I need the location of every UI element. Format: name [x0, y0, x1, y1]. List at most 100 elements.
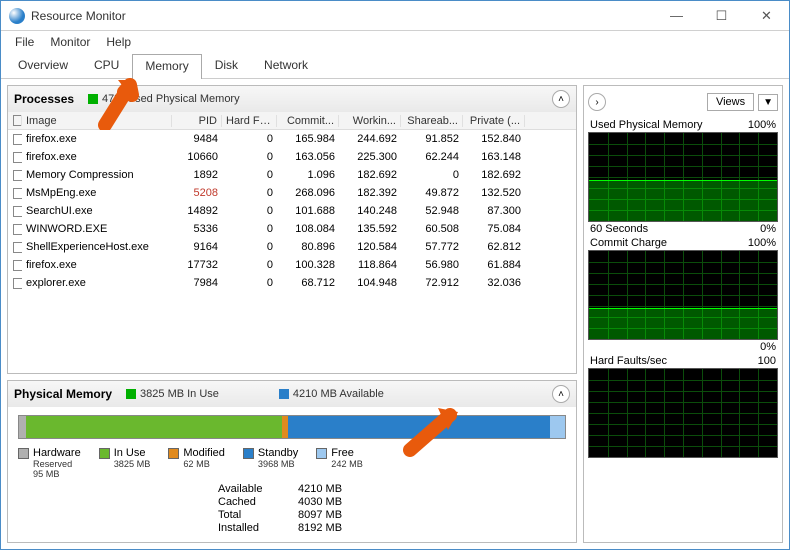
cell-share: 52.948	[401, 205, 463, 217]
chart-title: Used Physical Memory	[590, 119, 702, 131]
summary-value: 4210 MB	[298, 483, 368, 495]
cell-commit: 165.984	[277, 133, 339, 145]
menu-file[interactable]: File	[7, 35, 42, 49]
minimize-button[interactable]: —	[654, 1, 699, 30]
swatch-icon	[99, 448, 110, 459]
table-row[interactable]: firefox.exe 10660 0 163.056 225.300 62.2…	[8, 148, 576, 166]
cell-pid: 14892	[172, 205, 222, 217]
cell-priv: 75.084	[463, 223, 525, 235]
cell-working: 140.248	[339, 205, 401, 217]
cell-hf: 0	[222, 223, 277, 235]
row-checkbox[interactable]	[13, 188, 22, 199]
cell-working: 225.300	[339, 151, 401, 163]
cell-pid: 1892	[172, 169, 222, 181]
swatch-icon	[168, 448, 179, 459]
cell-image: MsMpEng.exe	[22, 187, 172, 199]
row-checkbox[interactable]	[13, 278, 22, 289]
collapse-icon[interactable]: ˄	[552, 385, 570, 403]
row-checkbox[interactable]	[13, 224, 22, 235]
cell-working: 135.592	[339, 223, 401, 235]
swatch-icon	[316, 448, 327, 459]
legend-label: Modified	[183, 447, 225, 459]
select-all-checkbox[interactable]	[13, 115, 22, 126]
table-row[interactable]: SearchUI.exe 14892 0 101.688 140.248 52.…	[8, 202, 576, 220]
table-row[interactable]: Memory Compression 1892 0 1.096 182.692 …	[8, 166, 576, 184]
usage-label: 47% Used Physical Memory	[102, 93, 240, 105]
cell-share: 91.852	[401, 133, 463, 145]
cell-pid: 9484	[172, 133, 222, 145]
bar-segment-free	[550, 416, 565, 438]
physmem-header[interactable]: Physical Memory 3825 MB In Use 4210 MB A…	[8, 381, 576, 407]
summary-value: 4030 MB	[298, 496, 368, 508]
cell-priv: 182.692	[463, 169, 525, 181]
col-working[interactable]: Workin...	[339, 115, 401, 127]
legend-label: Free	[331, 447, 363, 459]
menu-help[interactable]: Help	[98, 35, 139, 49]
swatch-icon	[243, 448, 254, 459]
row-checkbox[interactable]	[13, 152, 22, 163]
col-hardf[interactable]: Hard Fa...	[222, 115, 277, 127]
tab-overview[interactable]: Overview	[5, 53, 81, 78]
legend-label: In Use	[114, 447, 151, 459]
mini-chart: Commit Charge100% 0%	[588, 236, 778, 354]
processes-header[interactable]: Processes 47% Used Physical Memory ˄	[8, 86, 576, 112]
tab-network[interactable]: Network	[251, 53, 321, 78]
cell-priv: 132.520	[463, 187, 525, 199]
views-dropdown-icon[interactable]: ▼	[758, 94, 778, 111]
maximize-button[interactable]: ☐	[699, 1, 744, 30]
row-checkbox[interactable]	[13, 242, 22, 253]
titlebar[interactable]: Resource Monitor — ☐ ✕	[1, 1, 789, 31]
collapse-icon[interactable]: ˄	[552, 90, 570, 108]
cell-priv: 152.840	[463, 133, 525, 145]
row-checkbox[interactable]	[13, 260, 22, 271]
chart-title: Hard Faults/sec	[590, 355, 667, 367]
cell-working: 244.692	[339, 133, 401, 145]
memory-summary: Available4210 MB Cached4030 MB Total8097…	[218, 483, 566, 534]
views-button[interactable]: Views	[707, 93, 754, 111]
table-row[interactable]: firefox.exe 9484 0 165.984 244.692 91.85…	[8, 130, 576, 148]
row-checkbox[interactable]	[13, 170, 22, 181]
close-button[interactable]: ✕	[744, 1, 789, 30]
menu-monitor[interactable]: Monitor	[42, 35, 98, 49]
cell-commit: 68.712	[277, 277, 339, 289]
cell-hf: 0	[222, 133, 277, 145]
chart-canvas	[588, 132, 778, 222]
chart-footer-r: 0%	[760, 223, 776, 235]
tab-memory[interactable]: Memory	[132, 54, 201, 79]
tab-disk[interactable]: Disk	[202, 53, 251, 78]
physical-memory-panel: Physical Memory 3825 MB In Use 4210 MB A…	[7, 380, 577, 543]
cell-share: 72.912	[401, 277, 463, 289]
col-image[interactable]: Image	[22, 115, 172, 127]
summary-value: 8097 MB	[298, 509, 368, 521]
col-commit[interactable]: Commit...	[277, 115, 339, 127]
processes-title: Processes	[14, 92, 74, 106]
inuse-label: 3825 MB In Use	[140, 388, 219, 400]
table-row[interactable]: ShellExperienceHost.exe 9164 0 80.896 12…	[8, 238, 576, 256]
table-row[interactable]: MsMpEng.exe 5208 0 268.096 182.392 49.87…	[8, 184, 576, 202]
bar-segment-inuse	[26, 416, 283, 438]
table-row[interactable]: WINWORD.EXE 5336 0 108.084 135.592 60.50…	[8, 220, 576, 238]
row-checkbox[interactable]	[13, 206, 22, 217]
chart-footer-r: 0%	[760, 341, 776, 353]
inuse-chip	[126, 389, 136, 399]
legend-standby: Standby 3968 MB	[243, 447, 298, 479]
mini-chart: Used Physical Memory100% 60 Seconds0%	[588, 118, 778, 236]
row-checkbox[interactable]	[13, 134, 22, 145]
usage-chip	[88, 94, 98, 104]
chart-nav-icon[interactable]: ›	[588, 93, 606, 111]
col-pid[interactable]: PID	[172, 115, 222, 127]
col-private[interactable]: Private (...	[463, 115, 525, 127]
col-shareab[interactable]: Shareab...	[401, 115, 463, 127]
chart-max: 100	[758, 355, 776, 367]
cell-working: 182.692	[339, 169, 401, 181]
cell-pid: 10660	[172, 151, 222, 163]
physmem-title: Physical Memory	[14, 387, 112, 401]
bar-segment-standby	[288, 416, 550, 438]
cell-share: 60.508	[401, 223, 463, 235]
table-row[interactable]: explorer.exe 7984 0 68.712 104.948 72.91…	[8, 274, 576, 292]
tab-cpu[interactable]: CPU	[81, 53, 132, 78]
cell-commit: 108.084	[277, 223, 339, 235]
table-row[interactable]: firefox.exe 17732 0 100.328 118.864 56.9…	[8, 256, 576, 274]
legend-label: Hardware	[33, 447, 81, 459]
chart-canvas	[588, 250, 778, 340]
